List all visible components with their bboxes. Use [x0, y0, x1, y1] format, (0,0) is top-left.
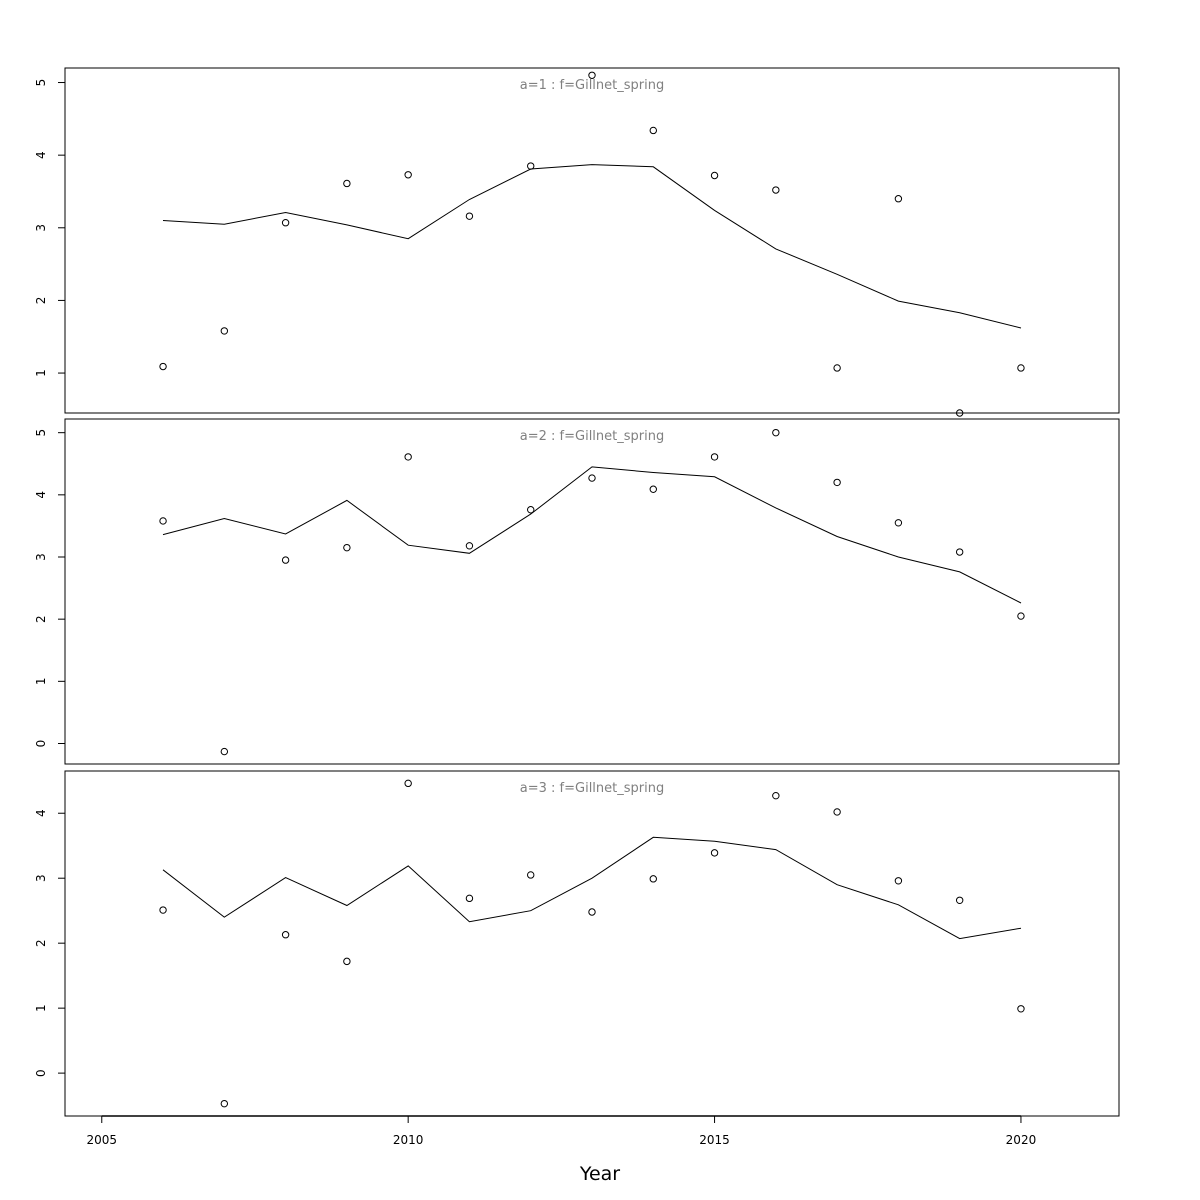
y-tick-label: 3 [34, 874, 48, 882]
panel-title: a=3 : f=Gillnet_spring [520, 781, 664, 796]
y-tick-label: 4 [34, 491, 48, 499]
y-tick-label: 3 [34, 224, 48, 232]
observed-point [588, 908, 596, 916]
x-tick-label: 2005 [86, 1133, 117, 1147]
x-axis-label: Year [579, 1163, 620, 1185]
observed-point [281, 219, 290, 227]
observed-point [955, 409, 964, 417]
observed-point [710, 453, 719, 461]
observed-point [710, 849, 719, 857]
observed-point [955, 896, 964, 904]
y-tick-label: 5 [34, 79, 48, 87]
observed-point [343, 543, 351, 552]
observed-point [404, 453, 412, 461]
observed-point [159, 362, 167, 371]
y-tick-label: 3 [34, 553, 48, 561]
panel-1: a=1 : f=Gillnet_spring 1 2 3 4 5 [34, 67, 1120, 417]
fitted-line [162, 466, 1022, 604]
observed-point [281, 931, 290, 939]
observed-point [833, 364, 841, 372]
y-tick-label: 1 [34, 369, 48, 377]
observed-point [772, 186, 780, 194]
observed-point [1017, 612, 1025, 620]
x-tick-label: 2015 [699, 1133, 730, 1147]
observed-point [220, 327, 229, 335]
observed-point [465, 212, 474, 220]
observed-point [833, 478, 841, 487]
observed-point [1017, 1005, 1025, 1013]
x-tick-label: 2020 [1006, 1133, 1037, 1147]
observed-point [220, 747, 229, 756]
panel-frame [64, 67, 1120, 414]
y-tick-label: 4 [34, 151, 48, 159]
y-tick-label: 2 [34, 939, 48, 947]
x-tick-label: 2010 [393, 1133, 424, 1147]
observed-point [772, 428, 780, 437]
y-tick-label: 0 [34, 1069, 48, 1077]
panel-frame [64, 770, 1120, 1117]
observed-point [343, 179, 351, 188]
observed-point [588, 71, 596, 79]
observed-point [527, 162, 535, 170]
y-tick-label: 2 [34, 297, 48, 305]
observed-point [894, 877, 903, 885]
observed-point [159, 517, 167, 525]
y-tick-label: 2 [34, 615, 48, 623]
observed-point [710, 171, 719, 180]
observed-point [343, 957, 351, 966]
panel-title: a=1 : f=Gillnet_spring [520, 78, 664, 93]
panel-frame [64, 418, 1120, 765]
observed-point [649, 875, 657, 883]
observed-point [894, 519, 903, 527]
y-tick-label: 5 [34, 429, 48, 437]
y-tick-label: 1 [34, 678, 48, 686]
y-tick-label: 4 [34, 809, 48, 817]
observed-point [465, 894, 474, 903]
observed-point [404, 171, 412, 179]
observed-point [404, 779, 412, 788]
observed-point [527, 506, 535, 514]
panel-2: a=2 : f=Gillnet_spring 0 1 2 3 4 5 [34, 418, 1120, 765]
observed-point [159, 906, 167, 914]
observed-point [588, 474, 596, 482]
observed-point [833, 808, 841, 816]
y-axis: 0 1 2 3 4 5 [34, 429, 65, 747]
observed-point [527, 871, 535, 879]
panel-3: a=3 : f=Gillnet_spring 0 1 2 3 4 [34, 770, 1120, 1117]
observed-point [894, 195, 903, 203]
y-tick-label: 0 [34, 740, 48, 748]
y-tick-label: 1 [34, 1004, 48, 1012]
y-axis: 0 1 2 3 4 [34, 809, 65, 1077]
fitted-line [162, 164, 1022, 329]
fitted-line [162, 836, 1022, 940]
observed-point [465, 542, 474, 550]
observed-point [649, 485, 657, 493]
observed-point [955, 548, 964, 556]
observed-point [281, 556, 290, 564]
observed-point [772, 791, 780, 800]
observed-point [1017, 364, 1025, 372]
observed-point [649, 126, 657, 135]
y-axis: 1 2 3 4 5 [34, 79, 65, 377]
x-axis: 2005 2010 2015 2020 [86, 1115, 1037, 1147]
observed-point [220, 1099, 229, 1108]
panel-title: a=2 : f=Gillnet_spring [520, 429, 664, 444]
